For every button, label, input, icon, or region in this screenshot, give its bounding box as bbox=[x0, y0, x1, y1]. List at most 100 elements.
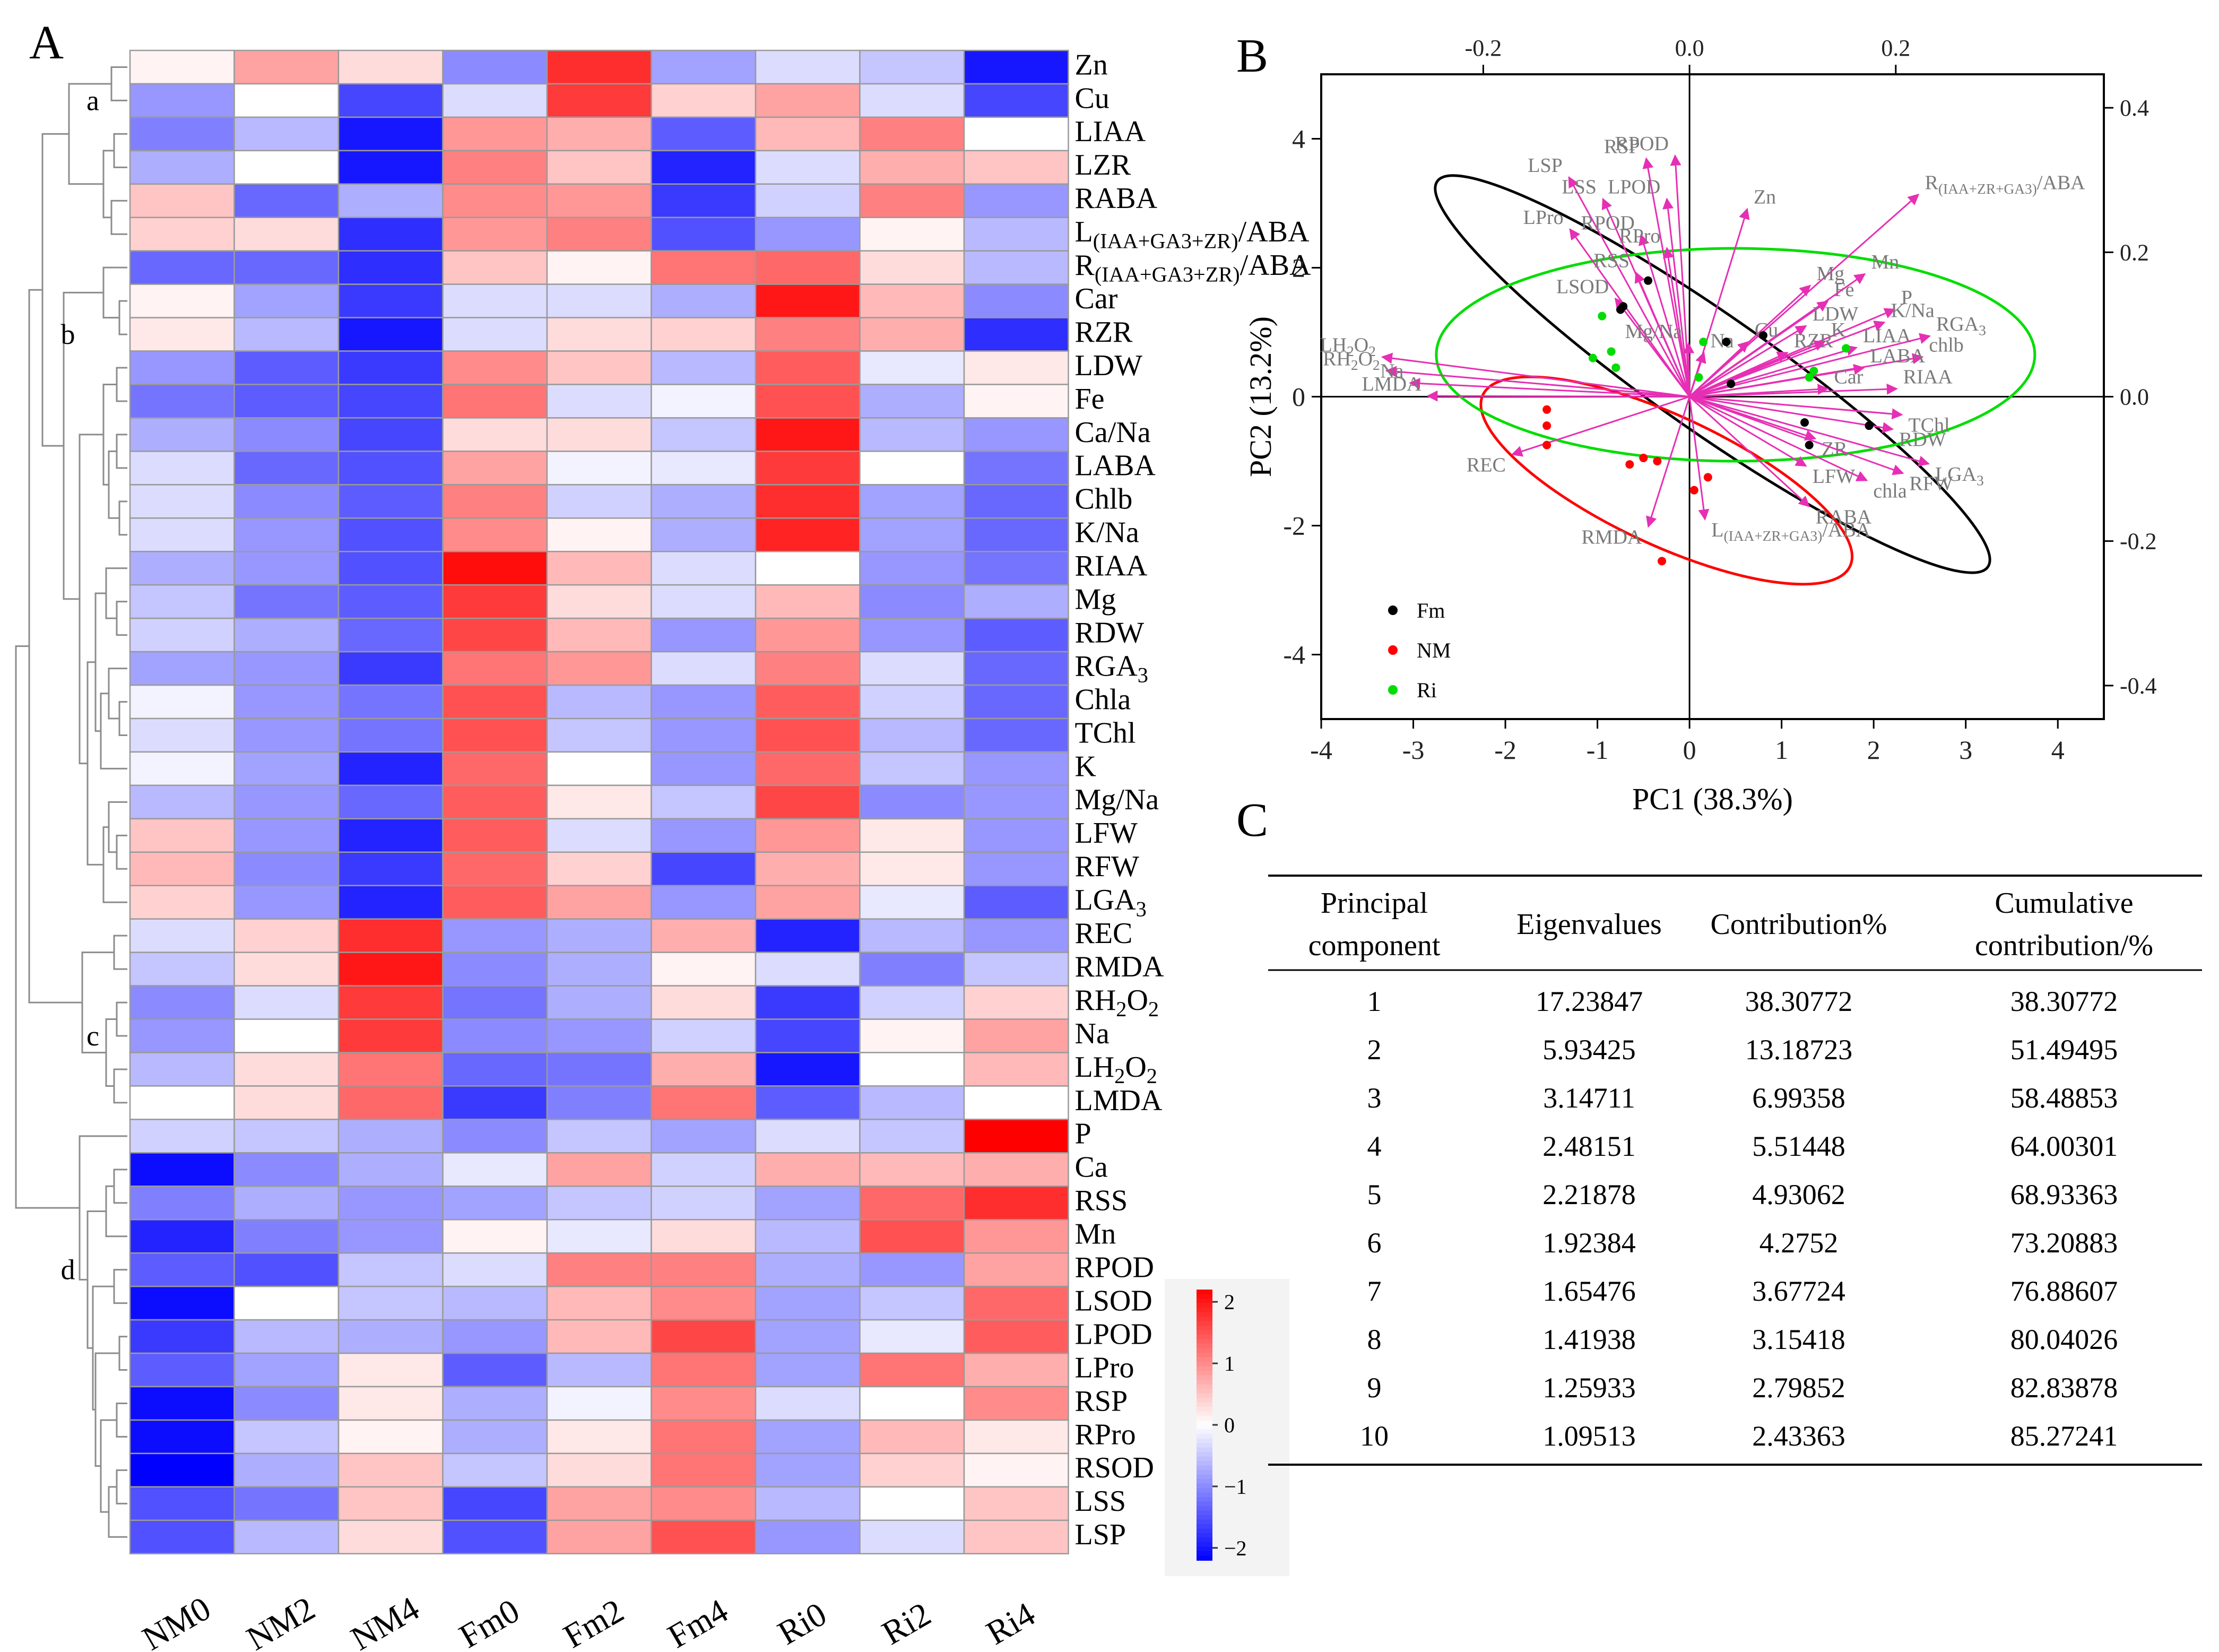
heatmap-cell bbox=[963, 1252, 1069, 1287]
heatmap-cell bbox=[755, 283, 861, 318]
heatmap-cell bbox=[963, 885, 1069, 920]
loading-label: Car bbox=[1834, 366, 1863, 388]
colorbar-step bbox=[1197, 1519, 1212, 1525]
colorbar-step bbox=[1197, 1447, 1212, 1452]
loading-vector bbox=[1689, 396, 1903, 420]
heatmap-cell bbox=[337, 1018, 444, 1053]
score-point bbox=[1800, 418, 1809, 427]
column-label: Fm2 bbox=[557, 1592, 630, 1652]
heatmap-cell bbox=[337, 183, 444, 218]
heatmap-cell bbox=[546, 684, 652, 720]
heatmap-cell bbox=[337, 751, 444, 786]
loading-label: LPro bbox=[1523, 206, 1564, 229]
heatmap-cell bbox=[233, 317, 340, 352]
loading-label: RABA bbox=[1816, 506, 1872, 528]
loading-vector bbox=[1409, 378, 1690, 397]
heatmap-cell bbox=[651, 83, 757, 118]
heatmap-cell bbox=[442, 651, 548, 686]
heatmap-cell bbox=[546, 250, 652, 285]
colorbar-step bbox=[1197, 1402, 1212, 1407]
heatmap-cell bbox=[963, 1419, 1069, 1455]
loading-label: Mn bbox=[1871, 251, 1900, 273]
heatmap-cell bbox=[233, 150, 340, 185]
heatmap-cell bbox=[129, 417, 235, 452]
y-axis-label: PC2 (13.2%) bbox=[1243, 316, 1278, 477]
heatmap-cell bbox=[233, 851, 340, 887]
colorbar-step bbox=[1197, 1335, 1212, 1340]
y-tick-label: 0 bbox=[1292, 382, 1305, 412]
heatmap-cell bbox=[233, 1285, 340, 1321]
heatmap-cell bbox=[442, 1352, 548, 1388]
heatmap-cell bbox=[963, 1319, 1069, 1354]
colorbar-step bbox=[1197, 1528, 1212, 1534]
colorbar-step bbox=[1197, 1551, 1212, 1556]
loading-label: LABA bbox=[1870, 345, 1926, 367]
row-label: Ca bbox=[1075, 1151, 1108, 1184]
heatmap-cell bbox=[755, 1052, 861, 1087]
heatmap-cell bbox=[442, 1519, 548, 1555]
loading-label: RPOD bbox=[1581, 212, 1634, 235]
heatmap-cell bbox=[337, 617, 444, 653]
legend-label: NM bbox=[1417, 638, 1451, 662]
colorbar-step bbox=[1197, 1380, 1212, 1385]
heatmap-cell bbox=[963, 551, 1069, 586]
heatmap-cell bbox=[337, 1319, 444, 1354]
column-label: NM2 bbox=[240, 1589, 322, 1652]
score-point bbox=[1758, 331, 1767, 340]
heatmap-cell bbox=[442, 49, 548, 85]
heatmap-cell bbox=[755, 1419, 861, 1455]
loading-label: RIAA bbox=[1903, 366, 1953, 388]
dendrogram-branch bbox=[102, 150, 114, 219]
heatmap-cell bbox=[859, 317, 965, 352]
heatmap-cell bbox=[859, 651, 965, 686]
loading-label: RDW bbox=[1899, 429, 1946, 451]
heatmap-cell bbox=[755, 83, 861, 118]
column-label: NM0 bbox=[136, 1589, 217, 1652]
heatmap-cell bbox=[963, 851, 1069, 887]
row-label: P bbox=[1075, 1118, 1091, 1151]
heatmap-cell bbox=[651, 818, 757, 853]
loading-vector bbox=[1642, 157, 1691, 397]
colorbar-step bbox=[1197, 1429, 1212, 1434]
colorbar-step bbox=[1197, 1434, 1212, 1439]
heatmap-cell bbox=[755, 985, 861, 1020]
heatmap-cell bbox=[859, 384, 965, 419]
heatmap-cell bbox=[233, 717, 340, 753]
loading-label: RZR bbox=[1794, 330, 1834, 352]
table-cell: 4.93062 bbox=[1752, 1179, 1845, 1210]
table-cell: 2 bbox=[1367, 1034, 1382, 1066]
loading-vector bbox=[1689, 325, 1807, 397]
y-tick-label: -4 bbox=[1283, 640, 1305, 670]
heatmap-cell bbox=[859, 851, 965, 887]
loading-vector bbox=[1688, 396, 1710, 521]
dendrogram-branch bbox=[116, 1001, 127, 1037]
heatmap-cell bbox=[963, 250, 1069, 285]
heatmap-cell bbox=[651, 150, 757, 185]
heatmap-cell bbox=[442, 116, 548, 152]
heatmap-cell bbox=[233, 1352, 340, 1388]
heatmap-cell bbox=[546, 317, 652, 352]
heatmap-cell bbox=[442, 851, 548, 887]
heatmap-cell bbox=[442, 551, 548, 586]
heatmap-cell bbox=[442, 918, 548, 953]
loading-label: LPOD bbox=[1608, 176, 1660, 198]
heatmap-cell bbox=[755, 1486, 861, 1521]
heatmap-cell bbox=[859, 784, 965, 820]
heatmap-cell bbox=[546, 1452, 652, 1488]
heatmap-cell bbox=[546, 1352, 652, 1388]
heatmap-cell bbox=[337, 651, 444, 686]
heatmap-cell bbox=[755, 317, 861, 352]
colorbar-step bbox=[1197, 1303, 1212, 1308]
heatmap-cell bbox=[337, 1452, 444, 1488]
column-label: Ri4 bbox=[980, 1595, 1042, 1652]
loading-label: RSS bbox=[1593, 249, 1629, 272]
heatmap-cell bbox=[337, 818, 444, 853]
heatmap-cell bbox=[859, 1319, 965, 1354]
table-cell: 3.15418 bbox=[1752, 1324, 1845, 1355]
heatmap-cell bbox=[442, 517, 548, 552]
heatmap-cell bbox=[755, 684, 861, 720]
heatmap-cell bbox=[963, 617, 1069, 653]
heatmap-cell bbox=[442, 751, 548, 786]
colorbar-step bbox=[1197, 1524, 1212, 1529]
heatmap-cell bbox=[337, 250, 444, 285]
